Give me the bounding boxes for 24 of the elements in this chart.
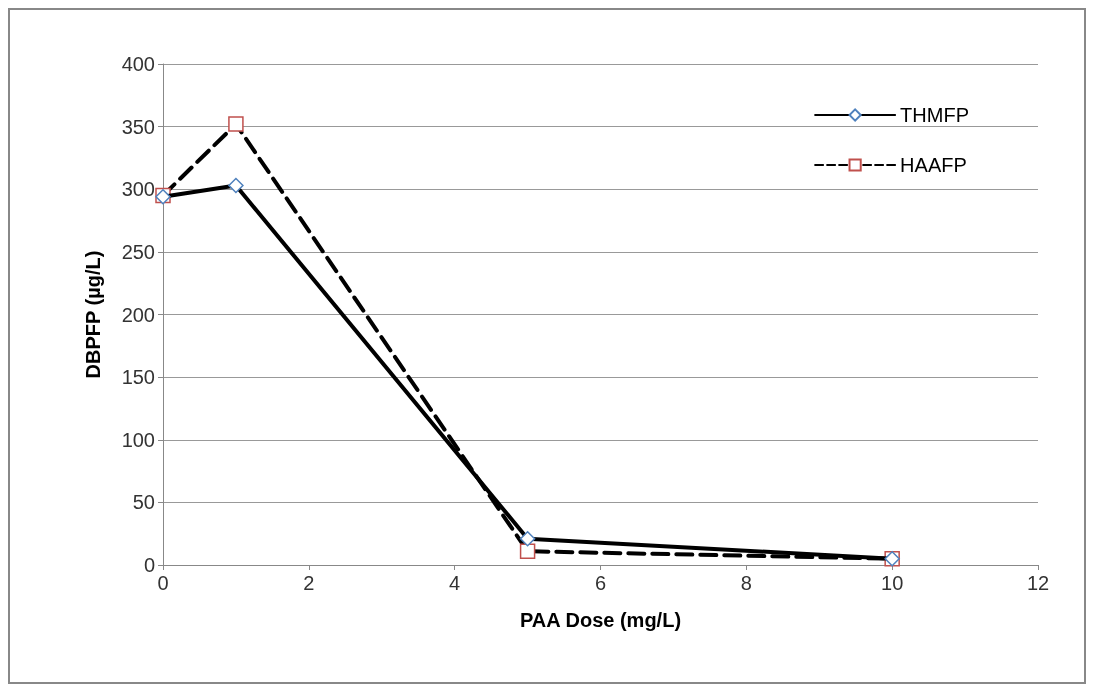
x-tick-label: 8: [740, 572, 752, 594]
y-tick-label: 250: [121, 240, 155, 263]
x-tick-label: 10: [881, 572, 904, 594]
y-tick-label: 100: [121, 428, 155, 451]
y-tick-label: 350: [121, 115, 155, 138]
point: [228, 116, 244, 132]
y-tick-label: 300: [121, 178, 155, 201]
legend-label: HAAFP: [900, 154, 967, 176]
x-tick-label: 2: [303, 572, 315, 594]
y-tick-label: 150: [121, 366, 155, 389]
legend-label: THMFP: [900, 104, 970, 126]
x-tick-label: 12: [1026, 572, 1050, 594]
y-tick-label: 200: [121, 303, 155, 326]
y-axis-title: DBPFP (µg/L): [82, 250, 104, 379]
y-tick-label: 400: [121, 53, 155, 75]
point: [519, 543, 536, 559]
x-axis-title: PAA Dose (mg/L): [519, 609, 682, 631]
y-tick-label: 50: [132, 491, 155, 514]
point: [519, 530, 536, 547]
x-tick-label: 0: [157, 572, 169, 594]
x-tick-label: 4: [449, 572, 461, 594]
point: [228, 177, 244, 194]
y-tick-label: 0: [143, 554, 155, 576]
x-tick-label: 6: [594, 572, 607, 594]
